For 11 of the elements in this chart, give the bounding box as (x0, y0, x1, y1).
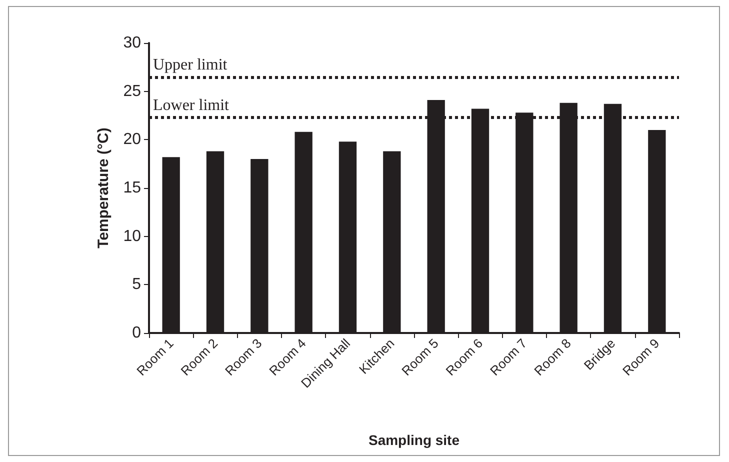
y-tick-label: 30 (123, 34, 142, 52)
ref-line-label: Lower limit (153, 96, 230, 114)
y-axis-title: Temperature (°C) (95, 128, 112, 248)
x-axis-title: Sampling site (368, 432, 460, 448)
y-tick-label: 10 (123, 228, 142, 245)
ref-line-label: Upper limit (153, 56, 228, 74)
y-tick-label: 5 (132, 276, 142, 294)
y-tick-label: 15 (123, 180, 142, 196)
y-tick-label: 25 (123, 82, 142, 100)
y-tick-label: 20 (123, 131, 142, 148)
y-tick-label: 0 (132, 324, 142, 342)
